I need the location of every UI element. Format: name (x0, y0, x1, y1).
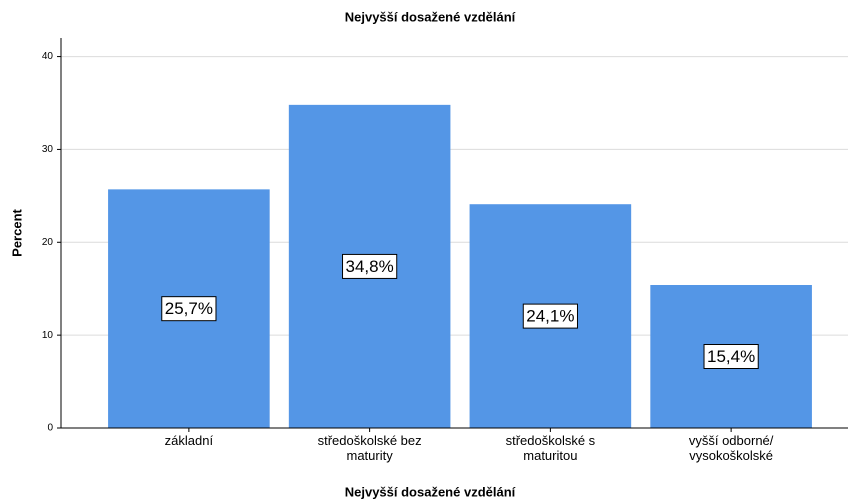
data-label: 15,4% (707, 347, 755, 366)
y-tick-label: 40 (42, 51, 54, 62)
x-tick-label: základní (165, 433, 214, 448)
x-axis-label: Nejvyšší dosažené vzdělání (345, 484, 516, 499)
y-tick-label: 30 (42, 144, 54, 155)
data-label-box (161, 296, 217, 322)
x-tick-label: vyšší odborné/vysokoškolské (689, 433, 774, 463)
data-label: 25,7% (165, 299, 213, 318)
chart-title: Nejvyšší dosažené vzdělání (345, 9, 516, 24)
data-label-box (342, 253, 398, 279)
data-label: 34,8% (346, 257, 394, 276)
x-tick-label: středoškolské s maturitou (506, 433, 596, 463)
y-tick-label: 10 (42, 330, 54, 341)
y-axis-label: Percent (9, 208, 24, 256)
data-label: 24,1% (526, 307, 574, 326)
y-tick-label: 0 (47, 423, 53, 434)
x-tick-label: středoškolské bez maturity (318, 433, 422, 463)
y-tick-label: 20 (42, 237, 54, 248)
data-label-box (703, 344, 759, 369)
data-label-box (522, 303, 578, 329)
